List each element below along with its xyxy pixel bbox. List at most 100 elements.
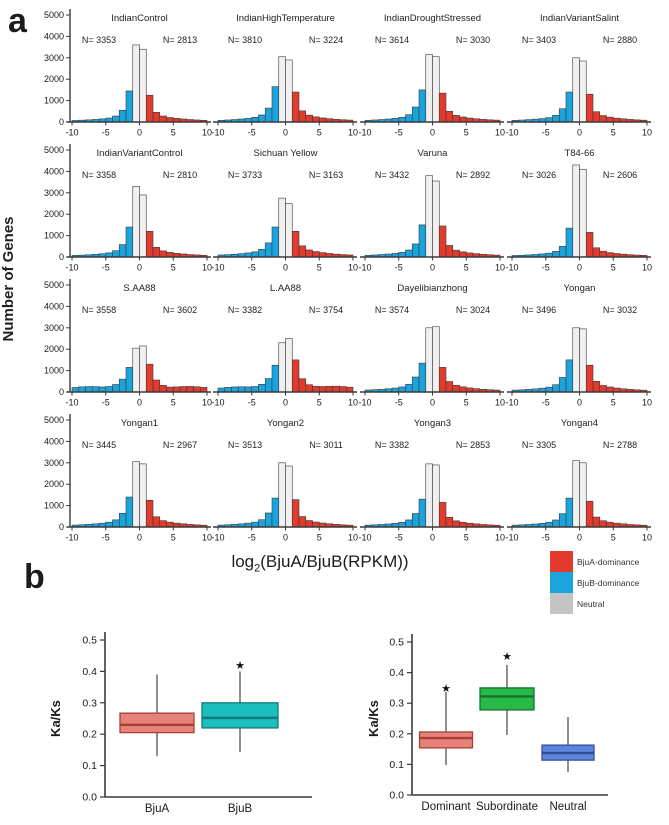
x-tick-label: -10 (358, 128, 371, 138)
box-rect (201, 702, 279, 729)
histogram-bar (585, 501, 594, 528)
x-tick-label: 10 (495, 128, 505, 138)
histogram-bar (305, 384, 313, 393)
histogram-bar (599, 250, 607, 258)
x-tick-label: 5 (611, 263, 616, 273)
legend-label: BjuA-dominance (577, 556, 640, 567)
y-tick-label: 0.3 (389, 698, 404, 710)
histogram-bar (432, 56, 440, 123)
significance-star-icon: ★ (235, 660, 245, 672)
histogram-bar (452, 384, 460, 393)
histogram-bar (271, 86, 280, 123)
n-right-label: N= 2853 (456, 440, 490, 450)
histogram-bar (139, 463, 147, 528)
histogram-bar (418, 89, 427, 123)
x-tick-label: -5 (102, 263, 110, 273)
histogram-bar (592, 516, 601, 528)
y-tick-label: 0.2 (389, 728, 404, 740)
histogram-bar (179, 386, 188, 393)
x-tick-label: -10 (505, 398, 518, 408)
histogram-bar (271, 364, 280, 393)
y-tick-label: 3000 (44, 323, 64, 333)
histogram-bar (237, 386, 246, 393)
box-dominant: ★ Dominant (418, 683, 474, 813)
x-tick-label: 5 (464, 128, 469, 138)
histogram-bar (312, 251, 320, 258)
histogram-bar (152, 379, 161, 393)
histogram-bar (558, 377, 567, 393)
x-tick-label: 0 (430, 128, 435, 138)
histogram-bar (606, 521, 614, 528)
n-right-label: N= 2892 (456, 170, 490, 180)
bjub-dominance-swatch-icon (550, 572, 573, 593)
histogram-bar (152, 516, 161, 528)
histogram-bar (98, 386, 107, 393)
histogram-bar (152, 112, 161, 123)
histogram-bar (579, 168, 587, 258)
y-tick-label: 2000 (44, 209, 64, 219)
n-right-label: N= 3011 (309, 440, 343, 450)
histogram-bar (432, 464, 440, 528)
category-label: BjuB (228, 803, 253, 815)
histogram-bar (558, 246, 567, 258)
histogram-bar (445, 111, 454, 123)
x-tick-label: -5 (248, 398, 256, 408)
y-tick-label: 5000 (44, 415, 64, 425)
n-left-label: N= 3382 (228, 305, 262, 315)
y-tick-label: 4000 (44, 301, 64, 311)
histogram-bar (592, 247, 601, 258)
histogram-bar (545, 386, 553, 393)
histogram-bar (251, 251, 259, 258)
y-tick-label: 0.2 (82, 729, 97, 741)
histogram-bar (145, 94, 154, 123)
x-axis-label-sub: 2 (254, 562, 261, 575)
n-left-label: N= 3445 (82, 440, 116, 450)
significance-star-icon: ★ (502, 651, 512, 663)
histogram-bar (305, 520, 313, 528)
histogram-bar (166, 252, 174, 258)
n-left-label: N= 3496 (522, 305, 556, 315)
histogram-bar (572, 327, 580, 393)
y-tick-label: 0.0 (389, 790, 404, 802)
y-tick-label: 5000 (44, 145, 64, 155)
x-tick-label: 10 (495, 263, 505, 273)
histogram-bar (105, 386, 113, 393)
n-left-label: N= 3353 (82, 35, 116, 45)
histogram-bar (425, 463, 433, 528)
histogram-title: S.AA88 (123, 283, 155, 294)
n-left-label: N= 3574 (375, 305, 409, 315)
histogram-bar (291, 91, 300, 123)
x-tick-label: 5 (171, 398, 176, 408)
n-left-label: N= 3733 (228, 170, 262, 180)
n-right-label: N= 2967 (163, 440, 197, 450)
y-tick-label: 0.1 (82, 760, 97, 772)
x-axis-label-rest: (BjuA/BjuB(RPKM)) (260, 552, 409, 571)
y-tick-label: 5000 (44, 280, 64, 290)
histogram-bar (332, 385, 340, 393)
histogram-bar (405, 384, 413, 393)
histogram-bar (278, 56, 286, 123)
x-tick-label: 5 (317, 533, 322, 543)
legend-item-neutral: Neutral (550, 593, 639, 614)
histogram-bar (298, 516, 307, 528)
x-tick-label: 10 (642, 533, 652, 543)
histogram-s-aa88: -10 -5 0 5 10 0 1000 2000 3000 4000 5000 S.AA88 N= 3… (44, 279, 212, 408)
x-tick-label: 0 (430, 263, 435, 273)
histogram-bar (425, 54, 433, 123)
histogram-bar (264, 242, 273, 258)
panel-a-label: a (8, 2, 27, 40)
histogram-bar (291, 231, 300, 258)
x-tick-label: 10 (202, 128, 212, 138)
histogram-bar (251, 386, 259, 393)
x-tick-label: 10 (202, 533, 212, 543)
histogram-bar (291, 499, 300, 528)
histogram-bar (85, 386, 93, 393)
histogram-title: Varuna (418, 148, 449, 159)
x-tick-label: 10 (642, 263, 652, 273)
histogram-title: IndianHighTemperature (236, 13, 335, 24)
y-tick-label: 0.5 (82, 635, 97, 647)
histogram-bar (193, 386, 201, 393)
histogram-bar (418, 498, 427, 528)
x-tick-label: -10 (65, 263, 78, 273)
histogram-bar (118, 512, 127, 528)
